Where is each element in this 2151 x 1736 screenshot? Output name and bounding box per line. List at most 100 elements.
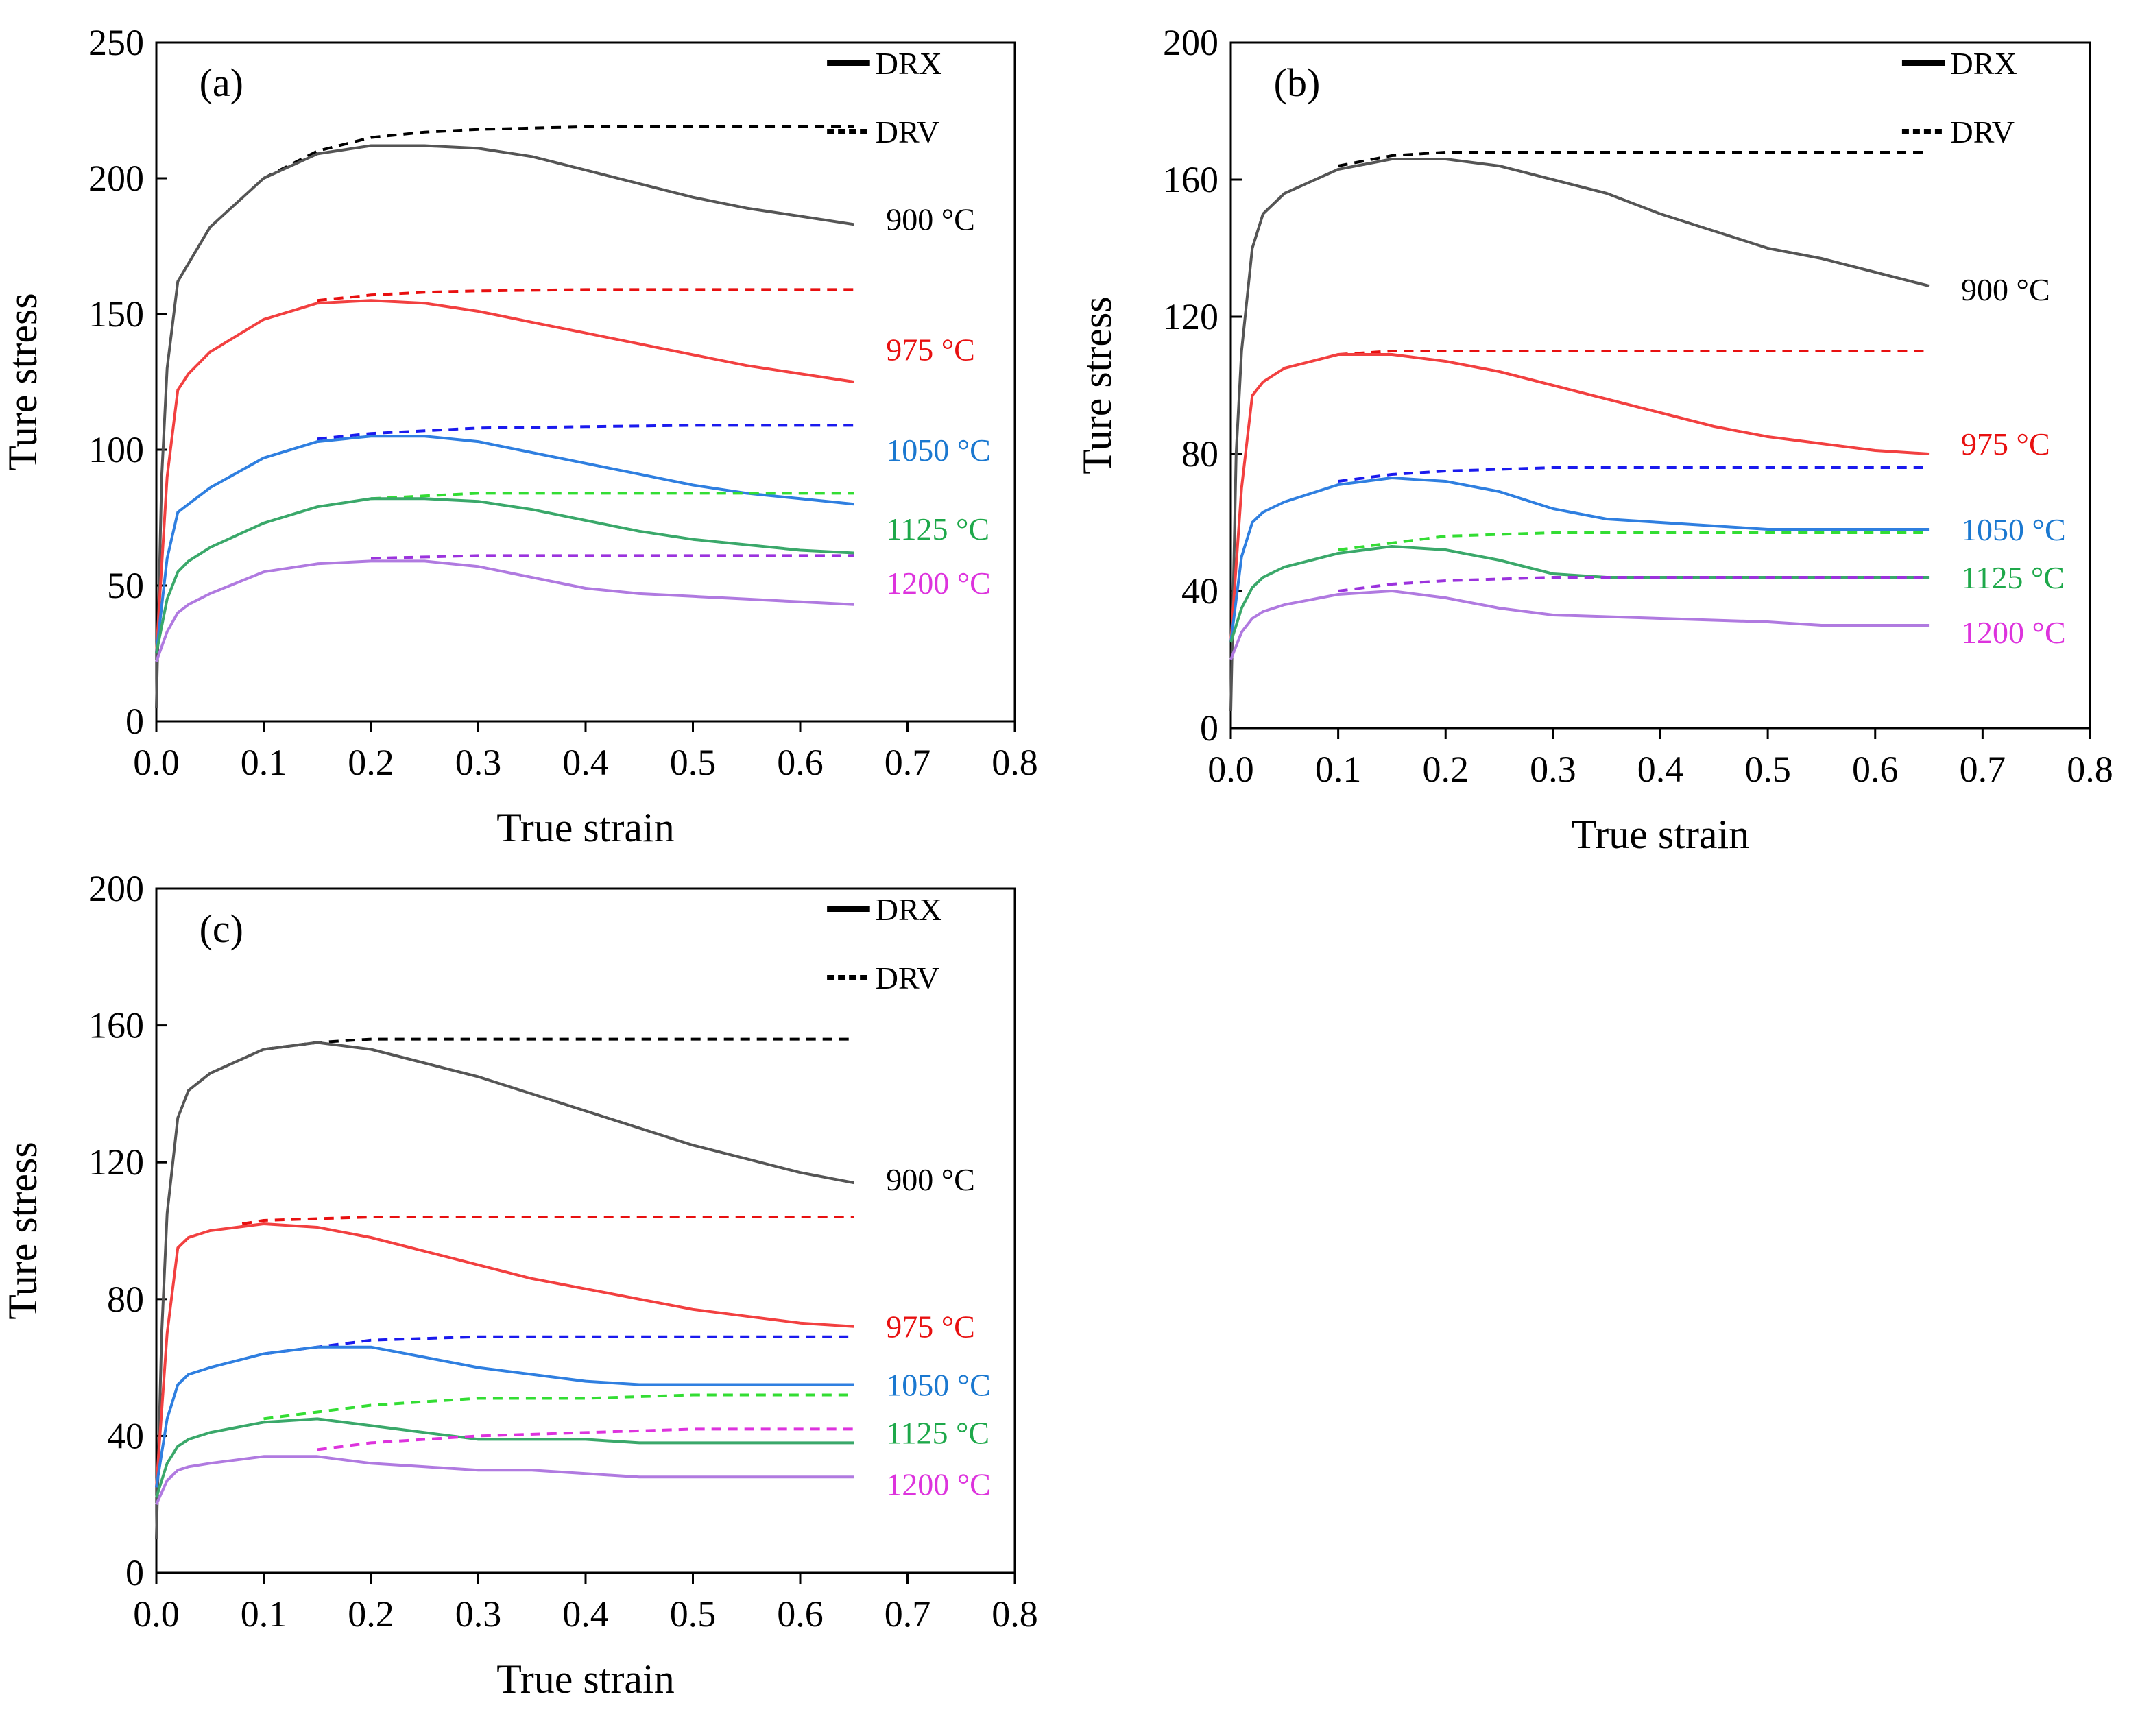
drv-line-2 — [263, 1335, 854, 1355]
legend-drv-label: DRV — [876, 961, 939, 996]
legend: DRX DRV — [827, 892, 942, 996]
temperature-label-0: 900 °C — [1961, 272, 2050, 307]
temperature-label-1: 975 °C — [886, 332, 975, 367]
panel-a: 0.0 0.1 0.2 0.3 0.4 0.5 0.6 0.7 0.8 0 50 100 150 200 2… — [0, 22, 1038, 850]
drv-line-3 — [263, 1393, 854, 1421]
temperature-label-4: 1200 °C — [886, 1467, 991, 1502]
drv-line-1 — [1338, 350, 1930, 356]
x-tick-label: 0.3 — [455, 742, 502, 783]
x-tick-label: 0.3 — [455, 1593, 502, 1635]
y-tick-label: 120 — [88, 1142, 144, 1183]
legend-drx-label: DRX — [876, 892, 942, 927]
panel-label: (a) — [200, 60, 243, 105]
legend-drv-label: DRV — [876, 114, 939, 149]
drx-line-1 — [1229, 353, 1930, 643]
y-tick-label: 100 — [88, 429, 144, 470]
x-tick-label: 0.2 — [348, 742, 394, 783]
drx-line-0 — [1229, 158, 1930, 712]
temperature-labels: 900 °C 975 °C 1050 °C 1125 °C 1200 °C — [1961, 272, 2066, 650]
drv-line-1 — [241, 1216, 854, 1225]
panel-b: 0.0 0.1 0.2 0.3 0.4 0.5 0.6 0.7 0.8 0 40 80 120 160 20… — [1074, 22, 2113, 857]
drx-line-3 — [155, 497, 854, 654]
y-tick-label: 0 — [125, 1552, 144, 1593]
x-tick-label: 0.1 — [241, 742, 287, 783]
legend-drv-label: DRV — [1951, 114, 2015, 149]
x-tick-label: 0.8 — [992, 1593, 1038, 1635]
y-tick-label: 50 — [107, 565, 144, 606]
x-tick-label: 0.6 — [777, 742, 824, 783]
axis-ticks: 0.0 0.1 0.2 0.3 0.4 0.5 0.6 0.7 0.8 0 40 80 120 160 20… — [1163, 22, 2113, 790]
drv-line-2 — [317, 424, 854, 441]
y-axis-title: Ture stress — [0, 293, 45, 470]
x-tick-label: 0.7 — [885, 1593, 931, 1635]
x-tick-label: 0.1 — [241, 1593, 287, 1635]
drv-line-4 — [1338, 576, 1930, 592]
y-tick-label: 120 — [1163, 296, 1218, 337]
x-tick-label: 0.2 — [348, 1593, 394, 1635]
axis-ticks: 0.0 0.1 0.2 0.3 0.4 0.5 0.6 0.7 0.8 0 50 100 150 200 2… — [88, 22, 1038, 783]
y-tick-label: 160 — [1163, 159, 1218, 200]
y-tick-label: 0 — [125, 701, 144, 742]
temperature-label-3: 1125 °C — [1961, 560, 2065, 595]
drx-line-0 — [155, 144, 854, 708]
temperature-labels: 900 °C 975 °C 1050 °C 1125 °C 1200 °C — [886, 1162, 991, 1502]
temperature-label-3: 1125 °C — [886, 511, 989, 546]
y-tick-label: 40 — [107, 1415, 144, 1456]
x-tick-label: 0.0 — [133, 742, 180, 783]
drx-line-2 — [155, 1345, 854, 1488]
drx-line-4 — [155, 559, 854, 662]
temperature-label-4: 1200 °C — [886, 566, 991, 601]
x-tick-label: 0.5 — [670, 742, 717, 783]
drx-line-1 — [155, 1222, 854, 1488]
x-tick-label: 0.3 — [1530, 749, 1576, 790]
x-tick-label: 0.0 — [133, 1593, 180, 1635]
x-tick-label: 0.5 — [1744, 749, 1791, 790]
drv-line-0 — [263, 125, 854, 180]
x-tick-label: 0.5 — [670, 1593, 717, 1635]
temperature-label-0: 900 °C — [886, 1162, 975, 1197]
x-axis-title: True strain — [1572, 812, 1749, 857]
drx-line-4 — [155, 1455, 854, 1506]
legend: DRX DRV — [827, 46, 942, 149]
temperature-label-1: 975 °C — [1961, 426, 2050, 461]
drv-line-1 — [317, 288, 854, 302]
drv-line-4 — [370, 554, 854, 560]
temperature-label-1: 975 °C — [886, 1310, 975, 1345]
y-tick-label: 80 — [107, 1279, 144, 1320]
x-tick-label: 0.4 — [562, 742, 609, 783]
legend: DRX DRV — [1901, 46, 2017, 149]
x-tick-label: 0.0 — [1207, 749, 1254, 790]
drv-line-2 — [1338, 466, 1930, 483]
y-axis-title: Ture stress — [0, 1142, 45, 1319]
drv-line-4 — [317, 1427, 854, 1451]
x-tick-label: 0.7 — [885, 742, 931, 783]
y-tick-label: 160 — [88, 1005, 144, 1046]
temperature-label-2: 1050 °C — [886, 433, 991, 468]
temperature-label-2: 1050 °C — [886, 1368, 991, 1403]
temperature-label-4: 1200 °C — [1961, 615, 2066, 650]
drx-line-4 — [1229, 590, 1930, 660]
series-lines — [155, 125, 854, 708]
x-axis-title: True strain — [496, 805, 674, 850]
legend-drx-label: DRX — [876, 46, 942, 81]
x-tick-label: 0.8 — [992, 742, 1038, 783]
drx-line-1 — [155, 299, 854, 654]
panel-label: (c) — [200, 906, 243, 951]
drx-line-0 — [155, 1041, 854, 1539]
temperature-label-2: 1050 °C — [1961, 512, 2066, 547]
y-tick-label: 40 — [1181, 570, 1218, 612]
x-tick-label: 0.4 — [562, 1593, 609, 1635]
y-tick-label: 200 — [88, 158, 144, 199]
drx-line-3 — [155, 1417, 854, 1498]
x-tick-label: 0.6 — [1852, 749, 1899, 790]
drx-line-3 — [1229, 545, 1930, 643]
panel-c: 0.0 0.1 0.2 0.3 0.4 0.5 0.6 0.7 0.8 0 40 80 120 160 20… — [0, 868, 1038, 1702]
x-tick-label: 0.8 — [2067, 749, 2113, 790]
y-axis-title: Ture stress — [1074, 296, 1120, 474]
drv-line-0 — [263, 1037, 854, 1051]
x-tick-label: 0.7 — [1960, 749, 2006, 790]
temperature-label-3: 1125 °C — [886, 1415, 989, 1450]
legend-drx-label: DRX — [1951, 46, 2017, 81]
drx-line-2 — [1229, 477, 1930, 643]
